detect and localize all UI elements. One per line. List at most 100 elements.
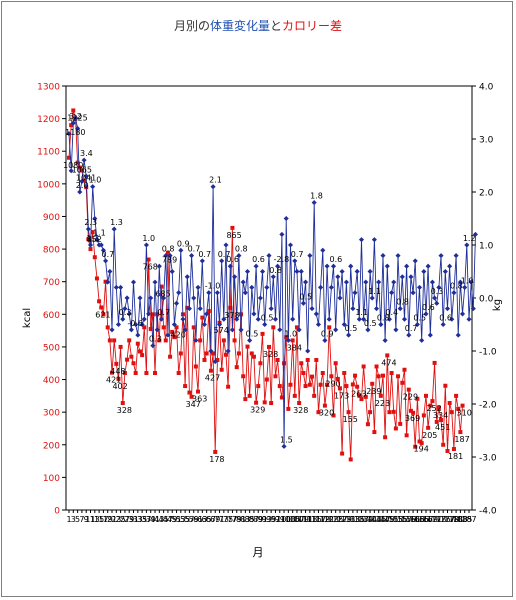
x-axis-label: 月: [253, 546, 264, 559]
weight-data-label: 1.3: [110, 218, 123, 227]
calorie-point: [411, 410, 416, 415]
x-tick-label: 55: [180, 515, 190, 524]
x-tick-label: 171: [427, 515, 442, 524]
weight-point: [221, 316, 227, 322]
calorie-point: [118, 344, 123, 349]
weight-point: [277, 327, 283, 333]
weight-point: [427, 332, 433, 338]
weight-point: [268, 306, 274, 312]
weight-point: [335, 274, 341, 280]
weight-point: [232, 274, 238, 280]
calorie-point: [200, 315, 205, 320]
weight-point: [324, 263, 330, 269]
calorie-point: [374, 364, 379, 369]
weight-point: [455, 332, 461, 338]
weight-data-label: 0.9: [177, 239, 190, 248]
calorie-point: [174, 325, 179, 330]
weight-point: [85, 226, 91, 232]
x-tick-label: 43: [154, 515, 164, 524]
calorie-point: [275, 357, 280, 362]
weight-point: [210, 184, 216, 190]
weight-point: [122, 306, 128, 312]
weight-point: [459, 311, 466, 317]
calorie-point: [165, 250, 170, 255]
calorie-point: [305, 357, 310, 362]
x-tick-label: 177: [440, 515, 455, 524]
calorie-point: [129, 354, 134, 359]
data-labels: 3.22.03.42.31.31.01.10.71.30.31.00.30.70…: [63, 112, 476, 464]
calorie-point: [254, 400, 259, 405]
x-tick-label: 151: [384, 515, 399, 524]
x-tick-label: 1: [66, 515, 71, 524]
weight-point: [240, 279, 246, 285]
weight-line: [68, 116, 476, 447]
weight-point: [333, 327, 339, 333]
weight-point: [249, 284, 255, 290]
calorie-point: [206, 309, 211, 314]
left-axis-label: kcal: [22, 308, 33, 328]
calorie-data-label: 229: [403, 393, 418, 402]
calorie-point: [398, 421, 403, 426]
x-tick-label: 11: [85, 515, 95, 524]
calorie-point: [125, 357, 130, 362]
x-tick-label: 137: [354, 515, 369, 524]
calorie-point: [183, 384, 188, 389]
calorie-point: [236, 351, 241, 356]
weight-point: [244, 268, 251, 275]
weight-point: [234, 316, 240, 322]
calorie-point: [157, 338, 162, 343]
weight-point: [296, 327, 302, 333]
calorie-point: [273, 374, 278, 379]
weight-point: [309, 306, 315, 312]
calorie-point: [211, 351, 216, 356]
weight-data-label: -0.6: [127, 319, 143, 328]
calorie-point: [140, 353, 145, 358]
calorie-point: [389, 371, 394, 376]
weight-data-label: 0.3: [119, 308, 132, 317]
calorie-point: [436, 405, 441, 410]
weight-point: [358, 237, 365, 243]
x-tick-label: 91: [257, 515, 267, 524]
x-tick-label: 89: [253, 515, 263, 524]
weight-data-label: 1.1: [368, 287, 381, 296]
weight-point: [199, 258, 205, 264]
right-axis: -4.0 -3.0 -2.0 -1.0 0.0 1.0 2.0 3.0 4.0: [472, 83, 497, 517]
calorie-point: [103, 279, 108, 284]
calorie-point: [421, 413, 426, 418]
weight-data-label: 0.5: [261, 314, 274, 323]
weight-point: [466, 316, 472, 322]
weight-point: [300, 300, 306, 306]
weight-point: [432, 295, 438, 301]
calorie-point: [393, 426, 398, 431]
weight-point: [115, 321, 122, 328]
calorie-data-label: 474: [381, 358, 396, 367]
weight-data-label: 0.8: [396, 298, 409, 307]
weight-point: [397, 306, 403, 312]
weight-point: [154, 327, 160, 333]
calorie-point: [329, 374, 334, 379]
weight-point: [163, 253, 169, 259]
weight-data-label: 0.5: [413, 314, 426, 323]
x-tick-label: 47: [163, 515, 173, 524]
calorie-point: [86, 237, 91, 242]
calorie-point: [97, 299, 102, 304]
right-tick-label: 3.0: [479, 136, 494, 146]
calorie-point: [232, 338, 237, 343]
x-tick-label: 149: [380, 515, 395, 524]
calorie-point: [198, 338, 203, 343]
weight-point: [70, 120, 76, 126]
weight-data-label: 2.0: [76, 181, 89, 190]
calorie-point: [148, 326, 153, 331]
x-tick-label: 87: [249, 515, 259, 524]
weight-data-label: 0.8: [269, 266, 282, 275]
x-tick-label: 39: [146, 515, 156, 524]
left-tick-label: 400: [43, 376, 60, 386]
x-tick-label: 155: [393, 515, 408, 524]
weight-point: [178, 247, 184, 253]
calorie-point: [99, 305, 104, 310]
calorie-point: [260, 331, 265, 336]
calorie-point: [363, 394, 368, 399]
weight-point: [472, 231, 479, 237]
weight-point: [195, 284, 201, 290]
calorie-point: [307, 382, 312, 387]
